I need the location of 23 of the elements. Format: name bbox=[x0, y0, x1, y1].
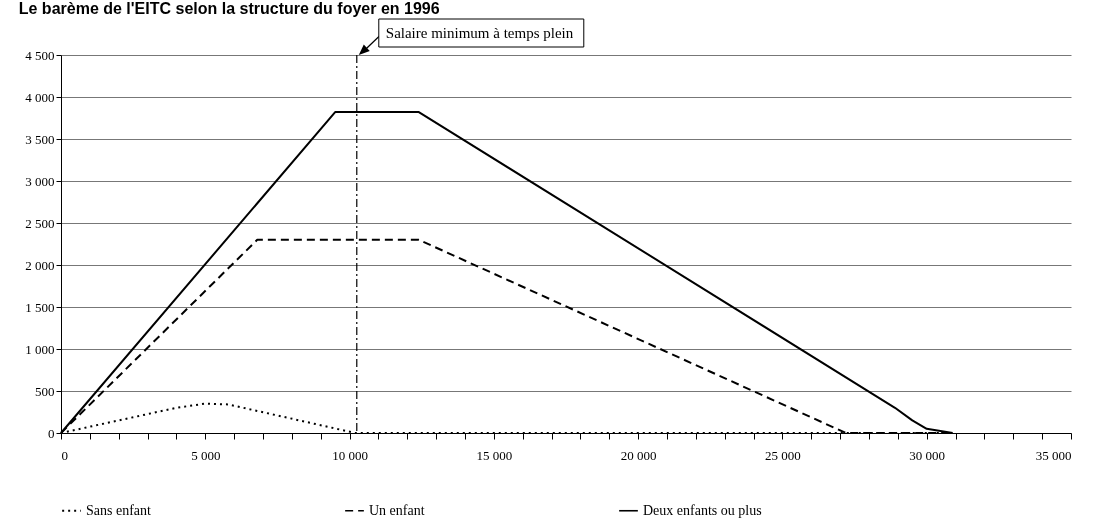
x-tick-label: 0 bbox=[61, 447, 68, 463]
x-tick-label: 10 000 bbox=[332, 447, 368, 463]
x-tick-label: 25 000 bbox=[765, 447, 801, 463]
y-tick-label: 3 000 bbox=[25, 173, 55, 189]
legend-label: Un enfant bbox=[369, 502, 425, 518]
y-tick-label: 0 bbox=[48, 425, 55, 441]
y-tick-label: 4 500 bbox=[25, 47, 55, 63]
y-tick-label: 1 500 bbox=[25, 299, 55, 315]
y-tick-label: 4 000 bbox=[25, 89, 55, 105]
x-tick-label: 5 000 bbox=[191, 447, 221, 463]
ref-line-label: Salaire minimum à temps plein bbox=[385, 25, 574, 41]
x-tick-label: 35 000 bbox=[1035, 447, 1072, 463]
legend-label: Sans enfant bbox=[86, 502, 152, 518]
y-tick-label: 2 000 bbox=[25, 257, 55, 273]
y-tick-label: 500 bbox=[35, 383, 55, 399]
legend-label: Deux enfants ou plus bbox=[643, 502, 762, 518]
y-tick-label: 1 000 bbox=[25, 341, 55, 357]
x-tick-label: 30 000 bbox=[909, 447, 946, 463]
x-tick-label: 20 000 bbox=[620, 447, 657, 463]
x-tick-label: 15 000 bbox=[476, 447, 513, 463]
y-tick-label: 3 500 bbox=[25, 131, 55, 147]
chart-title: Le barème de l'EITC selon la structure du foyer en 1996 bbox=[18, 0, 440, 17]
y-tick-label: 2 500 bbox=[25, 215, 55, 231]
